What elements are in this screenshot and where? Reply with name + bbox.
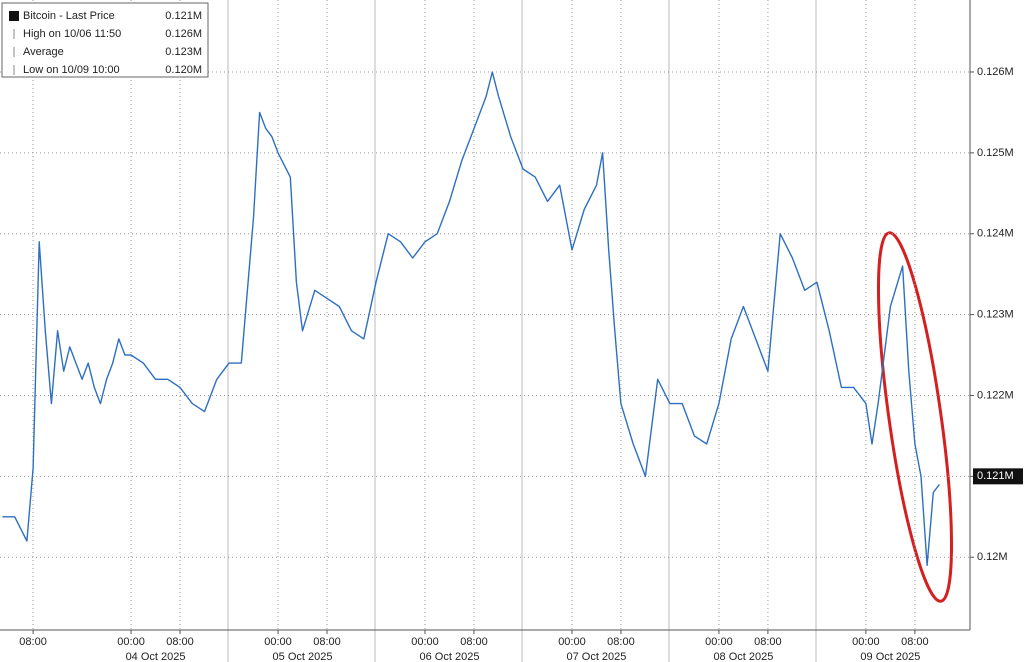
x-tick-label: 08:00 <box>166 636 194 648</box>
x-tick-label: 00:00 <box>558 636 586 648</box>
x-tick-label: 08:00 <box>460 636 488 648</box>
y-tick-label: 0.125M <box>977 147 1014 159</box>
x-tick-label: 08:00 <box>19 636 47 648</box>
legend-box <box>1 2 209 78</box>
x-tick-label: 00:00 <box>852 636 880 648</box>
legend-label: Bitcoin - Last Price <box>23 10 115 22</box>
legend-label: Average <box>23 46 64 58</box>
x-tick-label: 08:00 <box>901 636 929 648</box>
y-tick-label: 0.12M <box>977 551 1008 563</box>
session-separators <box>227 0 817 662</box>
x-tick-label: 00:00 <box>117 636 145 648</box>
legend-value: 0.120M <box>165 64 202 76</box>
x-date-label: 07 Oct 2025 <box>566 651 626 662</box>
legend-value: 0.123M <box>165 46 202 58</box>
x-tick-label: 00:00 <box>705 636 733 648</box>
x-tick-label: 08:00 <box>313 636 341 648</box>
x-tick-label: 00:00 <box>264 636 292 648</box>
x-tick-label: 08:00 <box>607 636 635 648</box>
x-date-label: 08 Oct 2025 <box>713 651 773 662</box>
legend: Bitcoin - Last Price 0.121M High on 10/06 … <box>1 2 209 78</box>
legend-swatch <box>9 11 19 21</box>
x-date-label: 09 Oct 2025 <box>860 651 920 662</box>
last-price-label: 0.121M <box>977 470 1014 482</box>
x-date-label: 04 Oct 2025 <box>126 651 186 662</box>
price-line <box>2 71 940 566</box>
x-date-label: 05 Oct 2025 <box>273 651 333 662</box>
x-tick-label: 00:00 <box>411 636 439 648</box>
x-tick-label: 08:00 <box>754 636 782 648</box>
highlight-ellipse <box>876 231 954 603</box>
last-price-tag <box>973 468 1023 485</box>
x-date-label: 06 Oct 2025 <box>420 651 480 662</box>
y-tick-label: 0.123M <box>977 309 1014 321</box>
legend-value: 0.121M <box>165 10 202 22</box>
legend-label: High on 10/06 11:50 <box>23 28 121 40</box>
legend-value: 0.126M <box>165 28 202 40</box>
y-tick-label: 0.122M <box>977 389 1014 401</box>
y-tick-label: 0.124M <box>977 228 1014 240</box>
y-tick-label: 0.126M <box>977 66 1014 78</box>
legend-label: Low on 10/09 10:00 <box>23 64 120 76</box>
